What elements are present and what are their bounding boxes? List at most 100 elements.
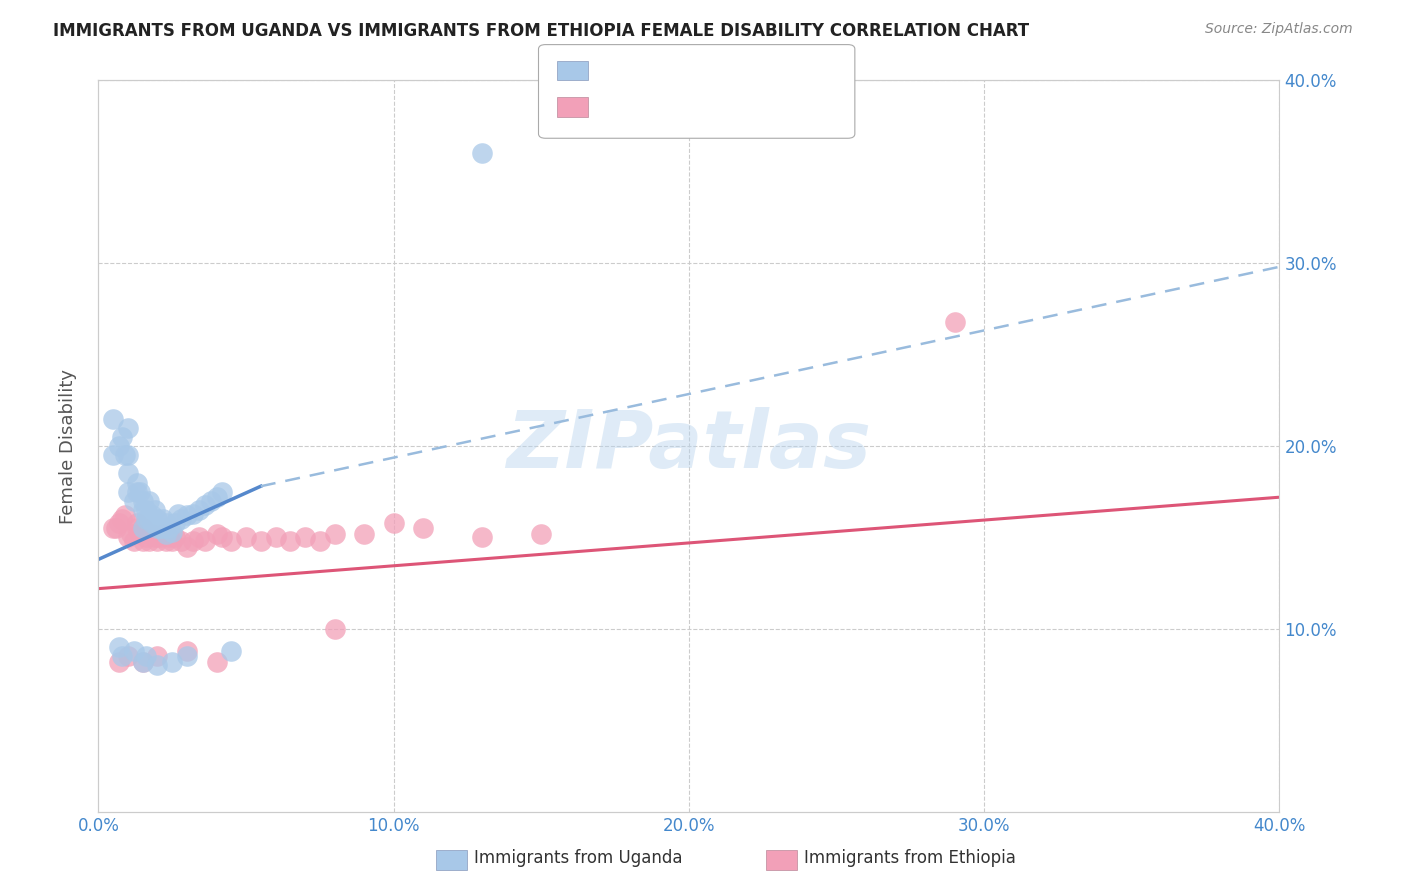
Point [143,503,166,517]
Point [132,521,155,535]
Point [149,530,172,544]
Point [117,448,139,462]
Point [412,521,434,535]
Point [146,534,169,549]
Point [125,475,148,490]
Point [170,534,193,549]
Text: N =: N = [673,60,721,78]
Point [250,534,273,549]
Point [280,534,302,549]
Point [117,649,139,664]
Point [122,494,145,508]
Point [138,534,160,549]
Point [146,521,169,535]
Point [181,534,204,549]
Point [294,530,316,544]
Point [128,484,150,499]
Point [157,530,180,544]
Text: 52: 52 [716,96,738,114]
Text: 0.247: 0.247 [627,96,681,114]
Point [165,516,187,530]
Point [135,503,157,517]
Point [162,655,183,669]
Point [167,507,190,521]
Text: N =: N = [673,96,721,114]
Point [187,503,209,517]
Point [323,622,346,636]
Point [146,658,169,673]
Point [103,448,125,462]
Point [125,521,148,535]
Point [205,655,228,669]
Point [128,526,150,541]
Text: Immigrants from Ethiopia: Immigrants from Ethiopia [804,849,1017,867]
Point [108,439,131,453]
Point [155,526,177,541]
Point [146,649,169,664]
Point [141,516,163,530]
Point [135,512,157,526]
Point [162,534,183,549]
Point [135,530,157,544]
Point [152,526,174,541]
Point [181,507,204,521]
Point [117,530,139,544]
Point [132,534,155,549]
Point [135,649,157,664]
Point [132,503,155,517]
Point [471,530,494,544]
Point [114,448,136,462]
Point [132,494,155,508]
Text: R =: R = [595,60,631,78]
Text: IMMIGRANTS FROM UGANDA VS IMMIGRANTS FROM ETHIOPIA FEMALE DISABILITY CORRELATION: IMMIGRANTS FROM UGANDA VS IMMIGRANTS FRO… [53,22,1029,40]
Point [530,526,553,541]
Point [155,516,177,530]
Point [141,508,163,523]
Point [125,484,148,499]
Point [108,655,131,669]
Point [117,484,139,499]
Point [111,649,134,664]
Y-axis label: Female Disability: Female Disability [59,368,77,524]
Point [187,530,209,544]
Point [200,494,222,508]
Point [111,430,134,444]
Point [194,498,217,512]
Point [152,512,174,526]
Point [111,512,134,526]
Point [138,494,160,508]
Point [194,534,217,549]
Point [323,526,346,541]
Point [264,530,287,544]
Text: Source: ZipAtlas.com: Source: ZipAtlas.com [1205,22,1353,37]
Point [157,521,180,535]
Point [132,521,155,535]
Text: Immigrants from Uganda: Immigrants from Uganda [474,849,682,867]
Point [149,521,172,535]
Point [120,526,142,541]
Point [152,521,174,535]
Point [170,512,193,526]
Point [105,521,128,535]
Point [132,655,155,669]
Point [353,526,375,541]
Point [211,484,233,499]
Point [221,644,243,658]
Point [155,534,177,549]
Point [382,516,405,530]
Point [176,508,198,523]
Point [108,640,131,655]
Point [117,421,139,435]
Point [309,534,332,549]
Point [132,655,155,669]
Point [122,534,145,549]
Point [125,516,148,530]
Point [162,524,183,539]
Text: ZIPatlas: ZIPatlas [506,407,872,485]
Point [103,521,125,535]
Point [143,530,166,544]
Point [176,644,198,658]
Point [103,411,125,425]
Text: 52: 52 [716,60,738,78]
Point [165,530,187,544]
